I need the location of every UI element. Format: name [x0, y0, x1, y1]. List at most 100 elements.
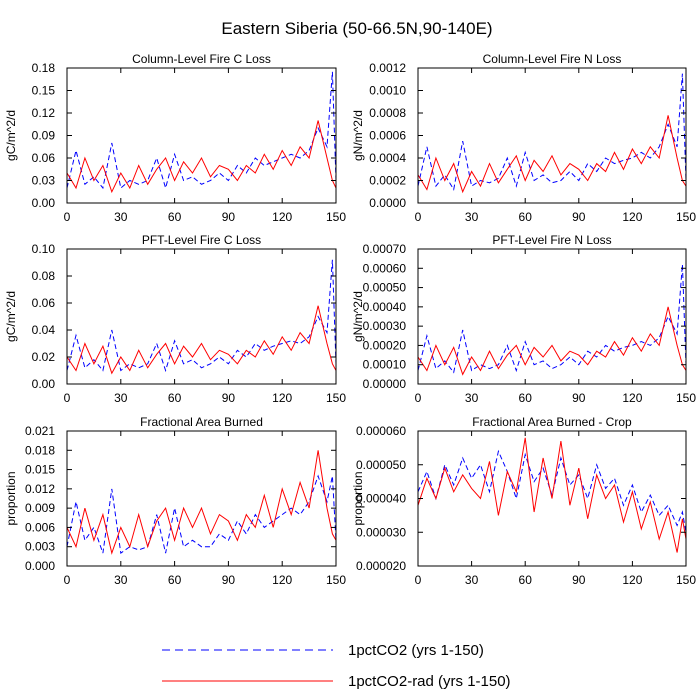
x-tick-label: 30: [465, 391, 479, 405]
y-tick-label: 0.000030: [356, 525, 406, 539]
x-tick-label: 0: [64, 391, 71, 405]
chart-panel: 0 30 60 90 120 150 0.000020 0.000030 0.000040 0.0…: [351, 415, 696, 587]
x-tick-label: 90: [572, 573, 586, 587]
x-tick-label: 120: [622, 210, 642, 224]
panels: 0 30 60 90 120 150 0.00 0.03 0.06 0.09 0.12 0.15 0.1…: [4, 52, 696, 587]
y-tick-label: 0.10: [32, 242, 56, 256]
panel-title: Fractional Area Burned - Crop: [472, 415, 632, 429]
y-tick-label: 0.18: [32, 61, 56, 75]
y-tick-label: 0.000020: [356, 559, 406, 573]
y-tick-label: 0.15: [32, 84, 56, 98]
y-tick-label: 0.021: [25, 424, 55, 438]
y-tick-label: 0.00040: [363, 300, 407, 314]
x-tick-label: 150: [326, 391, 346, 405]
panel-title: Column-Level Fire C Loss: [132, 52, 271, 66]
y-tick-label: 0.0008: [369, 106, 406, 120]
y-tick-label: 0.000040: [356, 492, 406, 506]
y-tick-label: 0.06: [32, 296, 56, 310]
x-tick-label: 60: [519, 573, 533, 587]
series-line-1pctco2: [417, 264, 687, 374]
y-tick-label: 0.000: [25, 559, 55, 573]
y-tick-label: 0.0000: [369, 196, 406, 210]
y-tick-label: 0.0004: [369, 151, 406, 165]
y-tick-label: 0.00030: [363, 319, 407, 333]
series-line-1pctco2-rad: [417, 115, 687, 194]
y-tick-label: 0.06: [32, 151, 56, 165]
legend-label-1pctco2: 1pctCO2 (yrs 1-150): [348, 642, 484, 659]
y-axis-label: gC/m^2/d: [4, 110, 18, 161]
y-tick-label: 0.00: [32, 196, 56, 210]
plot-frame: [417, 67, 687, 204]
page-title: Eastern Siberia (50-66.5N,90-140E): [221, 19, 492, 38]
plot-frame: [66, 430, 337, 567]
x-tick-label: 90: [222, 573, 236, 587]
x-tick-label: 0: [415, 210, 422, 224]
panel-title: PFT-Level Fire C Loss: [142, 233, 261, 247]
y-tick-label: 0.003: [25, 540, 55, 554]
x-tick-label: 30: [114, 573, 128, 587]
x-tick-label: 0: [64, 210, 71, 224]
x-tick-label: 90: [222, 391, 236, 405]
y-tick-label: 0.00060: [363, 261, 407, 275]
y-tick-label: 0.00000: [363, 377, 407, 391]
series-line-1pctco2: [66, 259, 337, 373]
plot-frame: [417, 248, 687, 385]
x-tick-label: 60: [519, 391, 533, 405]
x-tick-label: 90: [572, 210, 586, 224]
series-line-1pctco2-rad: [417, 437, 687, 553]
series-line-1pctco2: [417, 73, 687, 191]
series-line-1pctco2-rad: [66, 450, 337, 555]
x-tick-label: 30: [465, 573, 479, 587]
x-tick-label: 0: [415, 391, 422, 405]
series-line-1pctco2: [417, 449, 687, 533]
panel-title: Column-Level Fire N Loss: [483, 52, 622, 66]
y-tick-label: 0.0006: [369, 129, 406, 143]
x-tick-label: 90: [222, 210, 236, 224]
x-tick-label: 60: [168, 210, 182, 224]
x-tick-label: 30: [114, 391, 128, 405]
y-tick-label: 0.00: [32, 377, 56, 391]
plot-frame: [66, 67, 337, 204]
x-tick-label: 150: [676, 391, 696, 405]
x-tick-label: 120: [272, 573, 292, 587]
chart-panel: 0 30 60 90 120 150 0.00 0.02 0.04 0.06 0.08 0.10 PFT…: [4, 233, 346, 405]
series-line-1pctco2: [66, 474, 337, 554]
x-tick-label: 60: [168, 391, 182, 405]
y-tick-label: 0.02: [32, 350, 56, 364]
chart-panel: 0 30 60 90 120 150 0.00000 0.00010 0.00020 0.0003…: [351, 233, 696, 405]
y-tick-label: 0.04: [32, 323, 56, 337]
x-tick-label: 90: [572, 391, 586, 405]
chart-panel: 0 30 60 90 120 150 0.0000 0.0002 0.0004 0.0006 0.0…: [351, 52, 696, 224]
x-tick-label: 0: [415, 573, 422, 587]
y-tick-label: 0.03: [32, 174, 56, 188]
chart-panel: 0 30 60 90 120 150 0.000 0.003 0.006 0.009 0.012 0.…: [4, 415, 346, 587]
y-tick-label: 0.000060: [356, 424, 406, 438]
y-tick-label: 0.0002: [369, 174, 406, 188]
panel-title: PFT-Level Fire N Loss: [492, 233, 611, 247]
y-tick-label: 0.015: [25, 463, 55, 477]
series-line-1pctco2-rad: [417, 306, 687, 376]
y-tick-label: 0.000050: [356, 458, 406, 472]
x-tick-label: 150: [676, 210, 696, 224]
chart-panel: 0 30 60 90 120 150 0.00 0.03 0.06 0.09 0.12 0.15 0.1…: [4, 52, 346, 224]
y-tick-label: 0.00070: [363, 242, 407, 256]
y-axis-label: proportion: [351, 471, 365, 525]
x-tick-label: 120: [272, 210, 292, 224]
y-tick-label: 0.0010: [369, 84, 406, 98]
y-tick-label: 0.012: [25, 482, 55, 496]
y-tick-label: 0.12: [32, 106, 56, 120]
x-tick-label: 30: [114, 210, 128, 224]
plot-frame: [66, 248, 337, 385]
y-tick-label: 0.009: [25, 501, 55, 515]
x-tick-label: 120: [622, 391, 642, 405]
x-tick-label: 60: [519, 210, 533, 224]
y-tick-label: 0.00010: [363, 358, 407, 372]
series-line-1pctco2-rad: [66, 120, 337, 194]
y-axis-label: proportion: [4, 471, 18, 525]
y-axis-label: gN/m^2/d: [351, 110, 365, 161]
x-tick-label: 120: [622, 573, 642, 587]
y-tick-label: 0.08: [32, 269, 56, 283]
y-tick-label: 0.018: [25, 443, 55, 457]
x-tick-label: 30: [465, 210, 479, 224]
